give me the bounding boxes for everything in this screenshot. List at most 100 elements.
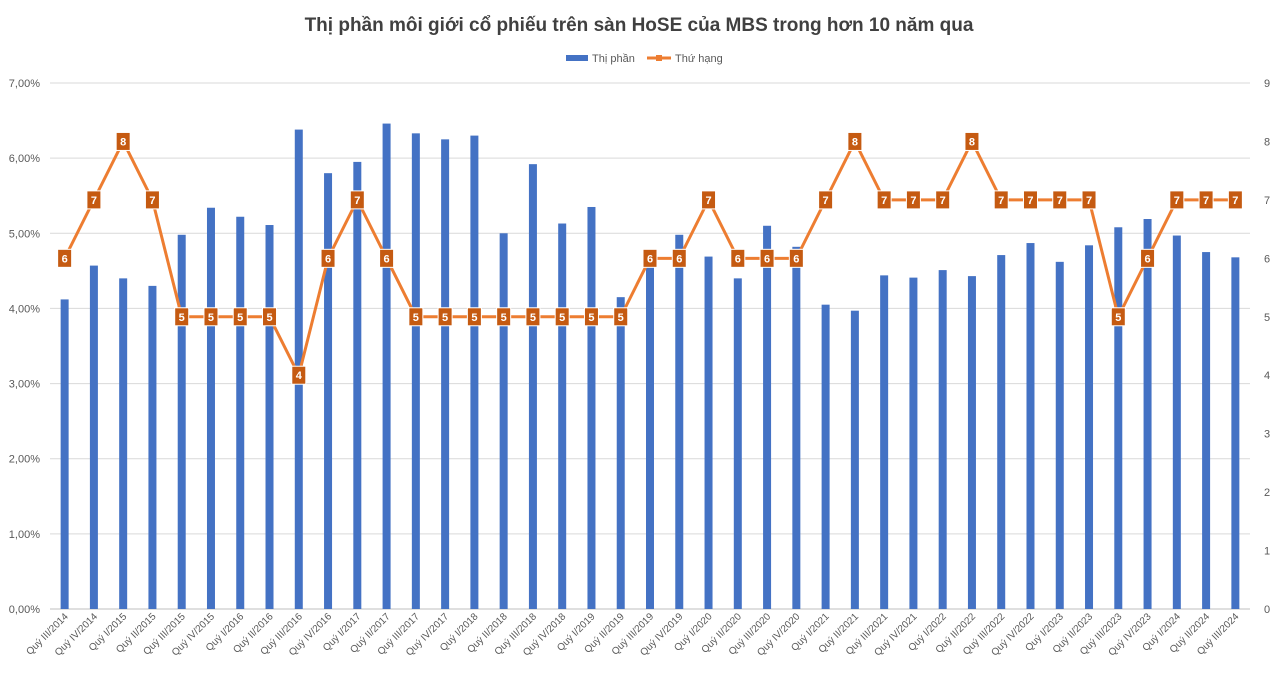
rank-data-label: 7: [705, 195, 711, 207]
rank-data-label: 5: [501, 312, 507, 324]
rank-point: [818, 190, 834, 210]
rank-data-label: 5: [266, 312, 272, 324]
y-right-tick-label: 4: [1264, 370, 1270, 382]
y-left-tick-label: 5,00%: [9, 228, 40, 240]
bar: [119, 278, 128, 609]
rank-point: [1169, 190, 1185, 210]
rank-data-label: 7: [940, 195, 946, 207]
y-right-tick-label: 2: [1264, 487, 1270, 499]
rank-point: [788, 248, 804, 268]
bar: [587, 206, 596, 609]
y-right-tick-label: 3: [1264, 429, 1270, 441]
bar: [1114, 227, 1123, 609]
rank-point: [349, 190, 365, 210]
rank-data-label: 7: [1086, 195, 1092, 207]
rank-point: [1227, 190, 1243, 210]
bar: [324, 173, 333, 609]
bar: [470, 135, 479, 609]
rank-data-label: 5: [179, 312, 185, 324]
legend-line-marker: [656, 55, 662, 61]
rank-point: [525, 307, 541, 327]
y-left-tick-label: 3,00%: [9, 379, 40, 391]
rank-point: [1110, 307, 1126, 327]
rank-data-label: 7: [910, 195, 916, 207]
bar: [763, 225, 772, 609]
rank-data-label: 4: [296, 370, 303, 382]
rank-data-label: 7: [91, 195, 97, 207]
bar: [909, 277, 918, 609]
rank-data-label: 5: [530, 312, 536, 324]
legend-bar-label: Thị phần: [592, 53, 635, 65]
bar: [60, 299, 69, 609]
rank-point: [291, 365, 307, 385]
bar: [236, 216, 245, 610]
y-right-tick-label: 7: [1264, 195, 1270, 207]
rank-point: [86, 190, 102, 210]
bar: [646, 257, 654, 609]
bar: [353, 161, 362, 609]
rank-point: [730, 248, 746, 268]
legend-line-label: Thứ hạng: [675, 53, 723, 65]
rank-point: [847, 131, 863, 151]
rank-data-label: 6: [1144, 253, 1150, 265]
right-axis: 0 1 2 3 4 5 6 7 8 9: [1264, 78, 1270, 616]
bar: [558, 223, 567, 609]
bar: [821, 304, 830, 609]
bar: [997, 255, 1006, 609]
rank-data-label: 5: [471, 312, 477, 324]
bar: [499, 233, 508, 610]
rank-data-label: 7: [1174, 195, 1180, 207]
y-right-tick-label: 1: [1264, 546, 1270, 558]
rank-data-label: 5: [588, 312, 594, 324]
rank-point: [583, 307, 599, 327]
bar: [441, 139, 450, 609]
bar: [382, 123, 391, 609]
rank-data-label: 6: [62, 253, 68, 265]
rank-point: [262, 307, 278, 327]
rank-data-label: 6: [325, 253, 331, 265]
rank-data-label: 5: [442, 312, 448, 324]
rank-point: [671, 248, 687, 268]
rank-data-label: 7: [1203, 195, 1209, 207]
rank-point: [1022, 190, 1038, 210]
rank-data-label: 7: [1232, 195, 1238, 207]
rank-point: [613, 307, 629, 327]
bar: [967, 276, 976, 609]
rank-point: [496, 307, 512, 327]
rank-point: [554, 307, 570, 327]
rank-point: [701, 190, 717, 210]
rank-point: [57, 248, 73, 268]
bar: [89, 265, 98, 609]
rank-point: [115, 131, 131, 151]
rank-point: [466, 307, 482, 327]
rank-point: [203, 307, 219, 327]
rank-data-label: 5: [559, 312, 565, 324]
rank-point: [174, 307, 190, 327]
rank-point: [1052, 190, 1068, 210]
bar: [1143, 219, 1152, 609]
rank-data-label: 6: [735, 253, 741, 265]
legend-bar-swatch: [566, 55, 588, 61]
rank-point: [144, 190, 160, 210]
y-left-tick-label: 6,00%: [9, 153, 40, 165]
rank-point: [993, 190, 1009, 210]
bar: [528, 164, 537, 609]
rank-point: [232, 307, 248, 327]
bar: [1202, 252, 1211, 610]
rank-point: [1198, 190, 1214, 210]
rank-point: [935, 190, 951, 210]
rank-point: [964, 131, 980, 151]
rank-data-label: 6: [764, 253, 770, 265]
rank-data-label: 7: [998, 195, 1004, 207]
rank-data-label: 7: [149, 195, 155, 207]
y-left-tick-label: 2,00%: [9, 454, 40, 466]
rank-point: [905, 190, 921, 210]
bars: [60, 123, 1240, 610]
rank-data-label: 7: [823, 195, 829, 207]
bar: [792, 246, 801, 609]
rank-data-label: 8: [852, 136, 858, 148]
bar: [704, 256, 713, 609]
y-right-tick-label: 0: [1264, 604, 1270, 616]
